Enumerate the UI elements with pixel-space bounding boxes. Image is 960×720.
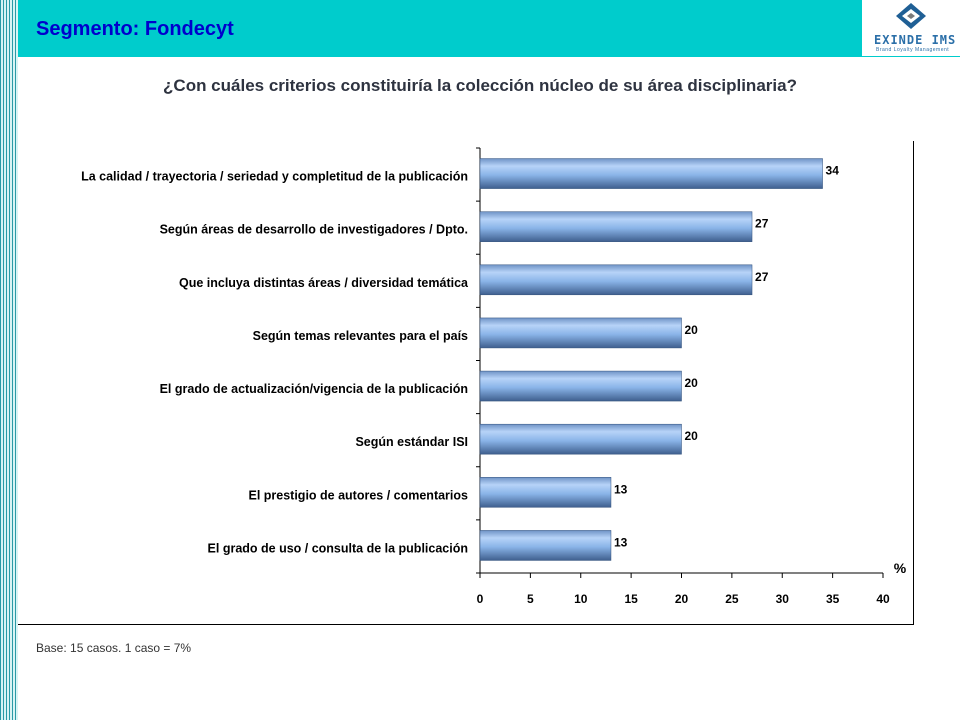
bar xyxy=(479,370,682,402)
bar xyxy=(479,158,823,189)
value-label: 20 xyxy=(685,323,699,337)
bar xyxy=(479,530,612,561)
value-label: 27 xyxy=(755,270,769,284)
chart-frame xyxy=(18,141,914,625)
header-band xyxy=(18,0,960,57)
x-tick-label: 20 xyxy=(675,592,689,606)
value-label: 13 xyxy=(614,535,628,549)
x-tick-label: 5 xyxy=(527,592,534,606)
x-tick-label: 15 xyxy=(624,592,638,606)
logo-text: EXINDE IMS xyxy=(874,33,957,47)
category-label: El prestigio de autores / comentarios xyxy=(248,488,468,502)
x-tick-label: 40 xyxy=(876,592,890,606)
category-label: Según áreas de desarrollo de investigado… xyxy=(160,223,468,237)
bar xyxy=(479,317,682,349)
value-label: 13 xyxy=(614,482,628,496)
logo-subtext: Brand Loyalty Management xyxy=(876,47,950,53)
category-label: Según temas relevantes para el país xyxy=(253,329,468,343)
exinde-logo: EXINDE IMS Brand Loyalty Management xyxy=(862,0,960,56)
footnote: Base: 15 casos. 1 caso = 7% xyxy=(36,641,192,655)
category-label: Según estándar ISI xyxy=(355,435,468,449)
x-tick-label: 30 xyxy=(776,592,790,606)
value-label: 34 xyxy=(826,164,840,178)
category-label: La calidad / trayectoria / seriedad y co… xyxy=(81,170,468,184)
bar xyxy=(479,423,682,455)
unit-label: % xyxy=(894,560,907,576)
bar xyxy=(479,477,612,508)
value-label: 27 xyxy=(755,217,769,231)
value-label: 20 xyxy=(685,376,699,390)
x-tick-label: 35 xyxy=(826,592,840,606)
bar xyxy=(479,211,753,242)
category-label: Que incluya distintas áreas / diversidad… xyxy=(179,276,469,290)
logo-diamond-icon xyxy=(896,3,926,29)
x-tick-label: 25 xyxy=(725,592,739,606)
segment-title: Segmento: Fondecyt xyxy=(36,18,234,40)
x-tick-label: 10 xyxy=(574,592,588,606)
survey-question: ¿Con cuáles criterios constituiría la co… xyxy=(163,76,797,95)
left-decorative-stripes xyxy=(0,0,18,720)
bar xyxy=(479,264,753,296)
x-tick-label: 0 xyxy=(477,592,484,606)
category-label: El grado de actualización/vigencia de la… xyxy=(160,382,468,396)
category-label: El grado de uso / consulta de la publica… xyxy=(208,541,468,555)
value-label: 20 xyxy=(685,429,699,443)
